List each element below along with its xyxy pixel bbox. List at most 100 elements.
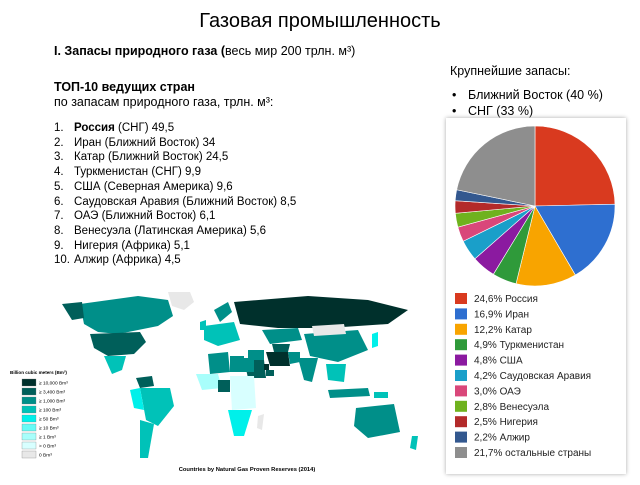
top10-item-detail: (СНГ) 9,9 bbox=[148, 166, 202, 179]
pie-legend-swatch bbox=[455, 323, 467, 335]
section-heading-note: весь мир 200 трлн. м³) bbox=[225, 44, 356, 58]
top10-item: 7. ОАЭ (Ближний Восток) 6,1 bbox=[54, 209, 296, 224]
map-country-qatar bbox=[264, 364, 269, 370]
top10-item-detail: (Ближний Восток) 34 bbox=[101, 136, 216, 149]
top10-item-detail: (Ближний Восток) 8,5 bbox=[179, 195, 297, 208]
top10-item-country: Иран bbox=[74, 136, 102, 149]
pie-legend-swatch bbox=[455, 293, 467, 304]
map-country-iraq bbox=[248, 350, 264, 360]
map-country-china bbox=[304, 330, 368, 362]
top10-item-number: 8. bbox=[54, 224, 64, 237]
map-country-nigeria bbox=[218, 380, 230, 392]
world-map-countries bbox=[62, 292, 418, 458]
pie-legend-label: 16,9% Иран bbox=[474, 309, 529, 320]
map-country-new-zealand bbox=[410, 436, 418, 450]
map-country-canada bbox=[80, 296, 173, 334]
map-country-pakistan bbox=[288, 352, 300, 364]
top10-item-number: 5. bbox=[54, 180, 64, 193]
map-country-uae bbox=[266, 370, 274, 376]
map-country-southeast-asia bbox=[326, 364, 346, 382]
map-legend-label: ≥ 1,000 Bm³ bbox=[39, 399, 65, 405]
map-legend-label: ≥ 50 Bm³ bbox=[39, 417, 59, 423]
pie-legend-label: 2,8% Венесуэла bbox=[474, 402, 549, 413]
pie-slice bbox=[456, 125, 536, 207]
map-country-egypt bbox=[244, 358, 254, 372]
top10-item-country: Нигерия bbox=[74, 239, 119, 252]
pie-legend-swatch bbox=[455, 400, 467, 412]
pie-legend-swatch bbox=[455, 354, 467, 366]
top10-item: 1. Россия (СНГ) 49,5 bbox=[54, 121, 296, 136]
map-country-libya bbox=[230, 356, 244, 372]
map-legend-swatch bbox=[21, 441, 37, 450]
pie-legend-label: 21,7% остальные страны bbox=[474, 448, 591, 459]
top10-item-detail: (Северная Америка) 9,6 bbox=[100, 180, 233, 193]
top10-item: 8. Венесуэла (Латинская Америка) 5,6 bbox=[54, 224, 296, 239]
top10-item-number: 7. bbox=[54, 210, 64, 223]
map-legend-label: ≥ 10,000 Bm³ bbox=[39, 381, 68, 387]
map-country-venezuela bbox=[136, 376, 154, 388]
map-country-greenland bbox=[168, 292, 194, 310]
pie-legend-swatch bbox=[455, 370, 467, 381]
pie-chart-card: 24,6% Россия 16,9% Иран 12,2% Катар 4,9% Ту… bbox=[446, 118, 626, 474]
pie-legend-label: 2,2% Алжир bbox=[474, 433, 530, 444]
top10-item: 5. США (Северная Америка) 9,6 bbox=[54, 180, 296, 195]
map-legend-label: ≥ 1 Bm³ bbox=[39, 435, 56, 441]
pie-chart: 24,6% Россия 16,9% Иран 12,2% Катар 4,9% Ту… bbox=[454, 125, 616, 459]
map-country-norway bbox=[214, 302, 232, 322]
map-country-madagascar bbox=[257, 414, 264, 430]
map-legend-swatch bbox=[21, 387, 37, 396]
largest-heading: Крупнейшие запасы: bbox=[450, 64, 571, 78]
top10-item-country: Венесуэла bbox=[74, 224, 131, 237]
map-country-japan bbox=[372, 332, 378, 348]
top10-item: 10. Алжир (Африка) 4,5 bbox=[54, 253, 296, 268]
pie-legend-label: 12,2% Катар bbox=[474, 325, 532, 336]
map-country-algeria bbox=[208, 352, 230, 374]
map-country-australia bbox=[354, 404, 400, 438]
map-legend-label: ≥ 10 Bm³ bbox=[39, 426, 59, 432]
map-country-uk bbox=[200, 320, 206, 330]
top10-item-country: Туркменистан bbox=[74, 166, 149, 179]
map-country-southern-africa bbox=[228, 410, 252, 436]
map-country-kazakhstan bbox=[262, 328, 302, 344]
top10-item-number: 4. bbox=[54, 166, 64, 179]
section-heading-bold: I. Запасы природного газа ( bbox=[54, 44, 225, 58]
top10-item-number: 3. bbox=[54, 151, 64, 164]
map-country-indonesia bbox=[328, 388, 370, 398]
pie-legend-label: 3,0% ОАЭ bbox=[474, 386, 521, 397]
pie-legend-label: 4,8% США bbox=[474, 356, 523, 367]
top10-item: 9. Нигерия (Африка) 5,1 bbox=[54, 239, 296, 254]
world-map: Billion cubic meters (Bm³) ≥ 10,000 Bm³ ≥ … bbox=[10, 292, 418, 473]
map-country-peru bbox=[130, 388, 144, 410]
top10-item-number: 6. bbox=[54, 195, 64, 208]
map-legend-label: ≥ 100 Bm³ bbox=[39, 408, 61, 414]
top10-item-detail: (Ближний Восток) 6,1 bbox=[98, 210, 216, 223]
top10-item-country: Катар bbox=[74, 151, 105, 164]
map-country-usa bbox=[90, 332, 146, 356]
pie-legend-label: 4,2% Саудовская Аравия bbox=[474, 371, 591, 382]
top10-item-detail: (СНГ) 49,5 bbox=[114, 122, 175, 134]
map-country-brazil bbox=[140, 388, 174, 426]
pie-legend-swatch bbox=[455, 447, 467, 458]
top10-item: 3. Катар (Ближний Восток) 24,5 bbox=[54, 150, 296, 165]
map-legend-swatch bbox=[21, 423, 37, 432]
map-legend-label: 0 Bm³ bbox=[39, 453, 52, 459]
top10-item-number: 10. bbox=[54, 254, 70, 267]
section-heading: I. Запасы природного газа (весь мир 200 … bbox=[54, 44, 355, 58]
largest-list: Ближний Восток (40 %)СНГ (33 %) bbox=[452, 87, 603, 119]
pie-legend-swatch bbox=[455, 339, 467, 351]
top10-item-number: 1. bbox=[54, 122, 64, 134]
top10-item-country: Россия bbox=[74, 122, 115, 134]
map-country-central-africa bbox=[230, 376, 256, 410]
largest-item: Ближний Восток (40 %) bbox=[452, 87, 603, 103]
top10-item-detail: (Латинская Америка) 5,6 bbox=[130, 224, 266, 237]
map-country-europe bbox=[204, 322, 240, 346]
map-legend-swatch bbox=[21, 432, 37, 441]
top10-item: 4. Туркменистан (СНГ) 9,9 bbox=[54, 165, 296, 180]
top10-item-detail: (Африка) 4,5 bbox=[108, 254, 181, 267]
top10-item-detail: (Африка) 5,1 bbox=[118, 239, 190, 252]
pie-legend-label: 2,5% Нигерия bbox=[474, 417, 538, 428]
top10-item: 2. Иран (Ближний Восток) 34 bbox=[54, 136, 296, 151]
map-legend-swatch bbox=[21, 396, 37, 405]
world-map-panel: Billion cubic meters (Bm³) ≥ 10,000 Bm³ ≥ … bbox=[8, 290, 446, 480]
pie-legend-label: 4,9% Туркменистан bbox=[474, 340, 564, 351]
